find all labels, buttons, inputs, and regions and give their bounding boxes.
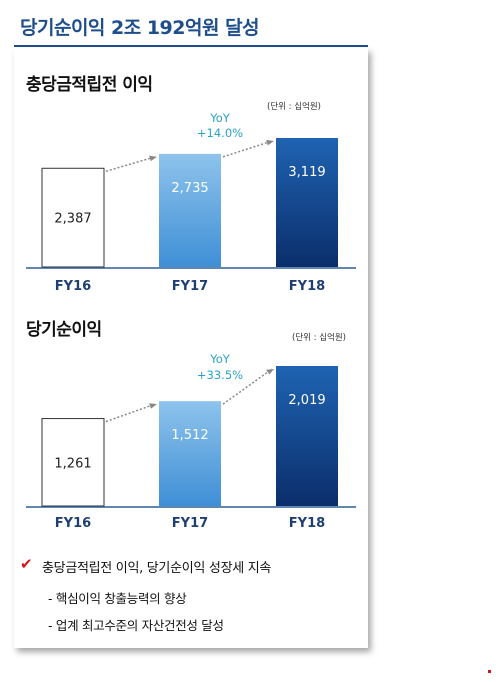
growth-arrow-head: [266, 139, 274, 146]
growth-arrow-line: [222, 140, 273, 158]
growth-label: +14.0%: [197, 126, 243, 140]
growth-arrow-line: [105, 156, 156, 172]
chart2-unit: (단위 : 십억원): [292, 333, 347, 343]
chart2-plot: 1,261 FY16 1,512 FY17 2,019 FY18 YoY +33.5%: [26, 352, 356, 531]
bar-fy17: [159, 153, 221, 267]
growth-arrow-line: [105, 403, 156, 423]
bullet-sub-2: - 업계 최고수준의 자산건전성 달성: [48, 618, 224, 633]
bar-fy17: [159, 401, 221, 506]
check-icon: ✔: [20, 555, 33, 573]
corner-mark: [488, 670, 491, 673]
data-label-fy18: 3,119: [288, 165, 325, 180]
growth-arrow-head: [149, 155, 157, 162]
data-label-fy16: 2,387: [54, 212, 91, 227]
growth-label: YoY: [209, 111, 231, 125]
tick-label-fy17: FY17: [172, 279, 208, 294]
growth-arrow-head: [266, 369, 274, 375]
content-card: 충당금적립전 이익 (단위 : 십억원) 당기순이익 (단위 : 십억원) 2,…: [14, 48, 368, 648]
title-rule: [14, 45, 368, 47]
bullet-main-text: 충당금적립전 이익, 당기순이익 성장세 지속: [42, 561, 272, 576]
chart1-title: 충당금적립전 이익: [26, 75, 153, 95]
bar-fy18: [276, 138, 338, 267]
bar-fy18: [276, 366, 338, 506]
bar-fy16: [41, 167, 105, 268]
data-label-fy17: 1,512: [171, 428, 208, 443]
tick-label-fy16: FY16: [55, 516, 91, 531]
bar-fy16: [41, 418, 105, 507]
tick-label-fy17: FY17: [172, 516, 208, 531]
data-label-fy17: 2,735: [171, 181, 208, 196]
tick-label-fy18: FY18: [289, 279, 325, 294]
bullet-sub-1: - 핵심이익 창출능력의 향상: [48, 591, 187, 606]
chart1-plot: 2,387 FY16 2,735 FY17 3,119 FY18 YoY+14.0%: [26, 111, 356, 294]
tick-label-fy16: FY16: [55, 279, 91, 294]
page-title: 당기순이익 2조 192억원 달성: [20, 17, 260, 39]
chart2-title: 당기순이익: [26, 320, 102, 340]
growth-label: YoY: [209, 352, 231, 366]
growth-arrow-head: [149, 403, 157, 409]
data-label-fy18: 2,019: [288, 393, 325, 408]
chart1-unit: (단위 : 십억원): [267, 102, 322, 112]
tick-label-fy18: FY18: [289, 516, 325, 531]
data-label-fy16: 1,261: [54, 456, 91, 471]
growth-label: +33.5%: [197, 368, 243, 382]
